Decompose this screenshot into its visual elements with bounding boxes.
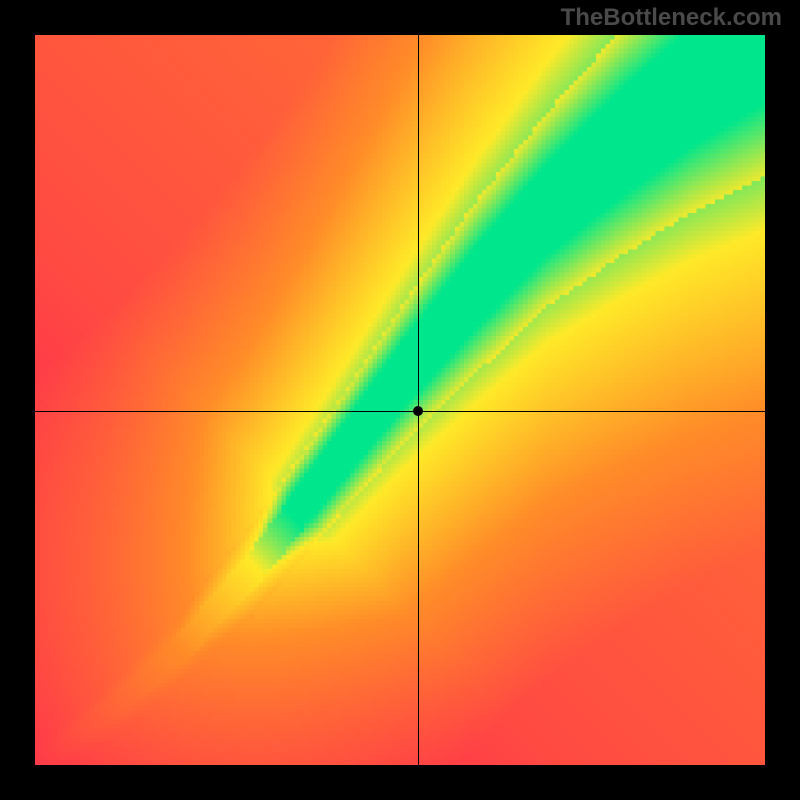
crosshair-vertical: [418, 35, 419, 765]
heatmap-plot: [35, 35, 765, 765]
crosshair-horizontal: [35, 411, 765, 412]
marker-dot: [413, 406, 423, 416]
watermark-text: TheBottleneck.com: [561, 4, 782, 32]
heatmap-canvas: [35, 35, 765, 765]
